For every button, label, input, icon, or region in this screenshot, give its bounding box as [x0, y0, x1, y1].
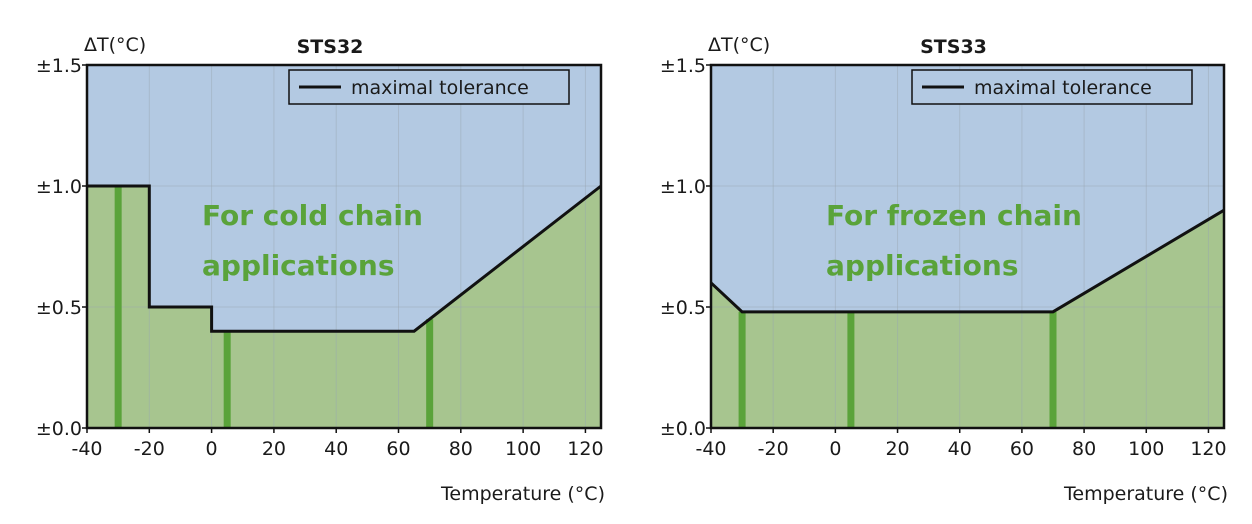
- x-axis-label: Temperature (°C): [1063, 483, 1228, 505]
- x-axis-label: Temperature (°C): [440, 483, 605, 505]
- y-tick-label: ±1.0: [660, 176, 706, 198]
- legend: maximal tolerance: [288, 69, 570, 105]
- plot-frame: [85, 63, 603, 430]
- y-tick-label: ±1.5: [36, 55, 82, 77]
- x-tick-label: -20: [758, 438, 789, 460]
- y-tick-label: ±0.0: [36, 418, 82, 440]
- legend-label: maximal tolerance: [974, 77, 1152, 99]
- x-tick-label: 120: [1190, 438, 1226, 460]
- x-tick-label: 120: [567, 438, 603, 460]
- legend: maximal tolerance: [911, 69, 1193, 105]
- chart-title: STS33: [920, 36, 987, 58]
- tolerance-line: [709, 208, 1225, 314]
- x-tick-label: 80: [449, 438, 473, 460]
- x-tick-label: 20: [885, 438, 909, 460]
- x-tick-label: -20: [134, 438, 165, 460]
- chart-title: STS32: [297, 36, 364, 58]
- chart-panel-sts32: For cold chain applications maximal tolera…: [36, 34, 605, 505]
- y-axis-label: ΔT(°C): [84, 34, 146, 56]
- y-tick-label: ±0.5: [660, 297, 706, 319]
- annotation-text: For frozen chain: [826, 199, 1082, 232]
- x-tick-label: 80: [1072, 438, 1096, 460]
- region-within-tolerance: [87, 186, 601, 428]
- legend-label: maximal tolerance: [351, 77, 529, 99]
- x-tick-label: 20: [262, 438, 286, 460]
- x-tick-label: 0: [206, 438, 218, 460]
- x-tick-label: -40: [71, 438, 102, 460]
- tolerance-line: [87, 184, 602, 333]
- plot-frame: [709, 63, 1226, 430]
- y-tick-label: ±1.0: [36, 176, 82, 198]
- y-tick-label: ±1.5: [660, 55, 706, 77]
- y-tick-label: ±0.5: [36, 297, 82, 319]
- x-tick-label: -40: [695, 438, 726, 460]
- x-tick-label: 100: [505, 438, 541, 460]
- x-tick-label: 60: [1010, 438, 1034, 460]
- x-tick-label: 40: [324, 438, 348, 460]
- annotation-text: For cold chain: [202, 199, 423, 232]
- x-tick-label: 0: [829, 438, 841, 460]
- annotation-text: applications: [826, 249, 1019, 282]
- x-tick-label: 60: [386, 438, 410, 460]
- region-within-tolerance: [711, 210, 1224, 428]
- y-tick-label: ±0.0: [660, 418, 706, 440]
- annotation-text: applications: [202, 249, 395, 282]
- x-tick-label: 40: [948, 438, 972, 460]
- y-axis-label: ΔT(°C): [708, 34, 770, 56]
- chart-panel-sts33: For frozen chain applications maximal tole…: [660, 34, 1228, 505]
- x-tick-label: 100: [1128, 438, 1164, 460]
